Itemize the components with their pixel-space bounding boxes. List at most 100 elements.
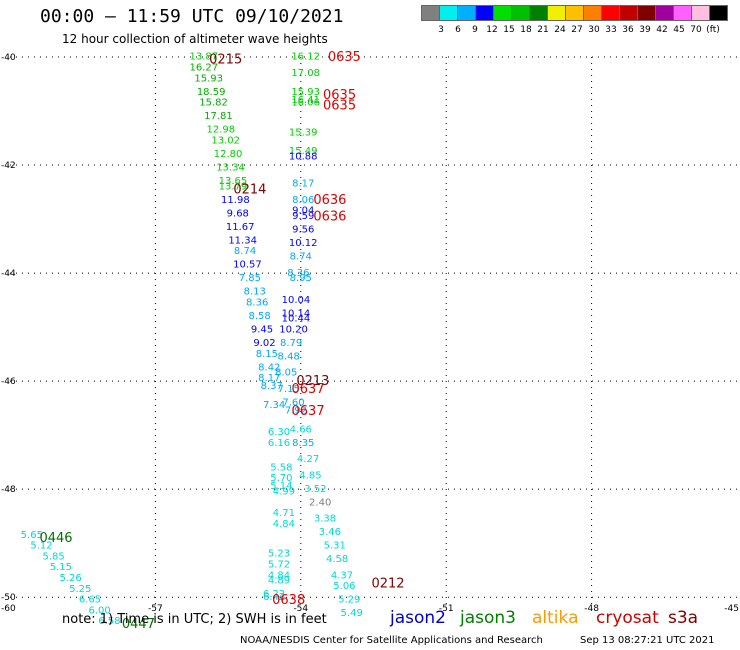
pass-time-label: 0215	[209, 53, 242, 68]
wave-height-label: 5.70	[270, 473, 292, 484]
wave-height-label: 15.49	[289, 146, 318, 157]
wave-height-label: 6.16	[268, 438, 290, 449]
wave-height-label: 8.06	[292, 195, 314, 206]
wave-height-label: 8.79	[280, 338, 302, 349]
pass-time-label: 0447	[122, 617, 155, 632]
wave-height-label: 8.36	[287, 268, 309, 279]
wave-height-label: 5.65	[21, 530, 43, 541]
pass-time-label: 0212	[371, 577, 404, 592]
wave-height-label: 4.99	[273, 487, 295, 498]
wave-height-label: 16.12	[291, 52, 320, 63]
wave-height-label: 8.17	[292, 179, 314, 190]
wave-height-label: 8.74	[234, 246, 256, 257]
wave-height-label: 9.59	[292, 211, 314, 222]
wave-height-label: 15.93	[291, 87, 320, 98]
wave-height-label: 5.29	[338, 595, 360, 606]
legend-item-altika: altika	[532, 608, 579, 628]
wave-height-label: 4.66	[290, 424, 312, 435]
wave-height-label: 13.02	[211, 135, 240, 146]
wave-height-label: 5.49	[341, 608, 363, 619]
color-scale-label: 30	[588, 25, 600, 35]
corner-label-left: -60	[1, 604, 16, 614]
color-scale-label: 21	[537, 25, 549, 35]
wave-height-label: 4.71	[273, 508, 295, 519]
wave-height-label: 8.74	[290, 252, 312, 263]
wave-height-label: 5.15	[50, 562, 72, 573]
pass-time-label: 0636	[313, 193, 346, 208]
wave-height-label: 9.45	[251, 325, 273, 336]
y-tick-label: -40	[1, 53, 16, 63]
wave-height-label: 13.87	[190, 52, 219, 63]
wave-height-label: 7.34	[263, 400, 285, 411]
color-scale-label: 9	[472, 25, 478, 35]
pass-time-label: 0637	[292, 382, 325, 397]
wave-height-label: 10.88	[289, 152, 318, 163]
note-text: note: 1) Time is in UTC; 2) SWH is in fe…	[62, 612, 327, 627]
wave-height-label: 16.27	[190, 63, 219, 74]
color-scale-label: 36	[622, 25, 634, 35]
wave-height-label: 6.58	[98, 616, 120, 627]
wave-height-label: 12.80	[214, 149, 243, 160]
color-scale-label: 45	[673, 25, 685, 35]
pass-time-label: 0638	[272, 593, 305, 608]
color-scale-label: 27	[571, 25, 583, 35]
wave-height-label: 15.39	[289, 127, 318, 138]
wave-height-label: 9.56	[292, 225, 314, 236]
wave-height-label: 9.68	[227, 208, 249, 219]
wave-height-label: 8.17	[258, 373, 280, 384]
wave-height-label: 8.58	[248, 311, 270, 322]
color-scale-label: 12	[486, 25, 498, 35]
y-tick-label: -50	[1, 593, 16, 603]
wave-height-label: 4.84	[273, 519, 295, 530]
wave-height-label: 13.79	[219, 181, 248, 192]
wave-height-label: 5.12	[30, 541, 52, 552]
wave-height-label: 3.46	[319, 527, 341, 538]
wave-height-label: 13.34	[216, 162, 245, 173]
x-tick-label: -57	[148, 604, 163, 614]
wave-height-label: 17.08	[291, 68, 320, 79]
pass-time-label: 0637	[292, 404, 325, 419]
pass-time-label: 0635	[323, 88, 356, 103]
wave-height-label: 11.34	[228, 235, 257, 246]
wave-height-label: 10.20	[279, 325, 308, 336]
wave-height-label: 6.65	[79, 595, 101, 606]
color-scale-label: 18	[520, 25, 532, 35]
wave-height-label: 13.65	[219, 176, 248, 187]
wave-height-label: 12.98	[207, 125, 236, 136]
wave-height-label: 3.52	[304, 484, 326, 495]
legend-item-jason2: jason2	[390, 608, 446, 628]
x-tick-label: -54	[293, 604, 308, 614]
color-scale-label: 33	[605, 25, 617, 35]
wave-height-label: 10.14	[282, 308, 311, 319]
wave-height-label: 4.37	[331, 570, 353, 581]
wave-height-label: 15.93	[194, 73, 223, 84]
y-tick-label: -42	[1, 161, 16, 171]
legend-item-s3a: s3a	[668, 608, 699, 628]
wave-height-label: 5.58	[270, 462, 292, 473]
pass-time-label: 0635	[328, 50, 361, 65]
color-scale-label: (ft)	[706, 25, 720, 35]
color-scale-label: 39	[639, 25, 651, 35]
wave-height-label: 7.85	[239, 273, 261, 284]
color-scale-label: 3	[438, 25, 444, 35]
chart-subtitle: 12 hour collection of altimeter wave hei…	[62, 32, 328, 46]
wave-height-label: 16.06	[291, 98, 320, 109]
pass-time-label: 0636	[313, 209, 346, 224]
wave-height-label: 10.44	[282, 314, 311, 325]
wave-height-label: 9.04	[292, 206, 314, 217]
wave-height-label: 7.92	[285, 406, 307, 417]
wave-height-label: 7.60	[282, 397, 304, 408]
wave-height-label: 9.02	[253, 338, 275, 349]
wave-height-label: 5.06	[333, 581, 355, 592]
wave-height-label: 5.31	[324, 541, 346, 552]
color-scale-label: 6	[455, 25, 461, 35]
wave-height-label: 8.35	[292, 438, 314, 449]
wave-height-label: 10.12	[289, 238, 318, 249]
x-tick-label: -51	[439, 604, 454, 614]
legend-item-cryosat: cryosat	[596, 608, 659, 628]
pass-time-label: 0635	[323, 99, 356, 114]
wave-height-label: 6.30	[268, 427, 290, 438]
wave-height-label: 17.81	[204, 111, 233, 122]
wave-height-label: 6.22	[263, 589, 285, 600]
x-tick-label: -48	[584, 604, 599, 614]
